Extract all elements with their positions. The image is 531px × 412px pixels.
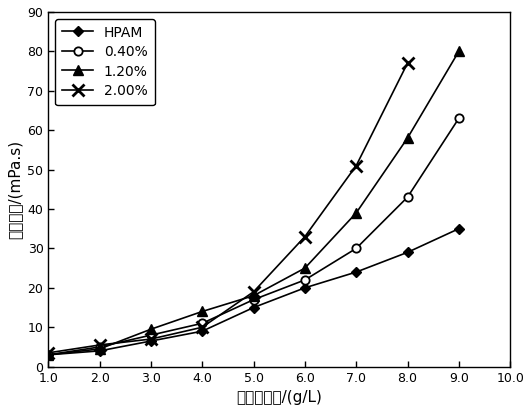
Line: HPAM: HPAM <box>45 225 463 358</box>
2.00% <box>199 325 205 330</box>
1.20% <box>353 211 359 215</box>
HPAM <box>45 352 52 357</box>
1.20% <box>404 136 410 140</box>
2.00% <box>353 163 359 168</box>
HPAM <box>251 305 257 310</box>
1.20% <box>251 293 257 298</box>
1.20% <box>456 49 462 54</box>
HPAM <box>456 226 462 231</box>
0.40% <box>302 277 308 282</box>
2.00% <box>45 350 52 355</box>
0.40% <box>45 352 52 357</box>
1.20% <box>45 352 52 357</box>
1.20% <box>199 309 205 314</box>
Line: 1.20%: 1.20% <box>44 47 464 360</box>
2.00% <box>404 61 410 66</box>
Legend: HPAM, 0.40%, 1.20%, 2.00%: HPAM, 0.40%, 1.20%, 2.00% <box>55 19 155 105</box>
X-axis label: 聚合物浓度/(g/L): 聚合物浓度/(g/L) <box>236 390 322 405</box>
0.40% <box>97 344 103 349</box>
Y-axis label: 表观粘度/(mPa.s): 表观粘度/(mPa.s) <box>7 140 22 239</box>
Line: 0.40%: 0.40% <box>44 114 463 359</box>
HPAM <box>353 269 359 274</box>
2.00% <box>251 289 257 294</box>
HPAM <box>199 329 205 334</box>
0.40% <box>199 321 205 326</box>
0.40% <box>148 332 154 337</box>
0.40% <box>353 246 359 251</box>
0.40% <box>251 297 257 302</box>
HPAM <box>148 339 154 344</box>
HPAM <box>302 286 308 290</box>
2.00% <box>97 342 103 347</box>
HPAM <box>404 250 410 255</box>
Line: 2.00%: 2.00% <box>43 58 413 358</box>
HPAM <box>97 349 103 353</box>
1.20% <box>97 346 103 351</box>
0.40% <box>456 116 462 121</box>
1.20% <box>148 327 154 332</box>
2.00% <box>148 337 154 342</box>
1.20% <box>302 266 308 271</box>
2.00% <box>302 234 308 239</box>
0.40% <box>404 195 410 200</box>
